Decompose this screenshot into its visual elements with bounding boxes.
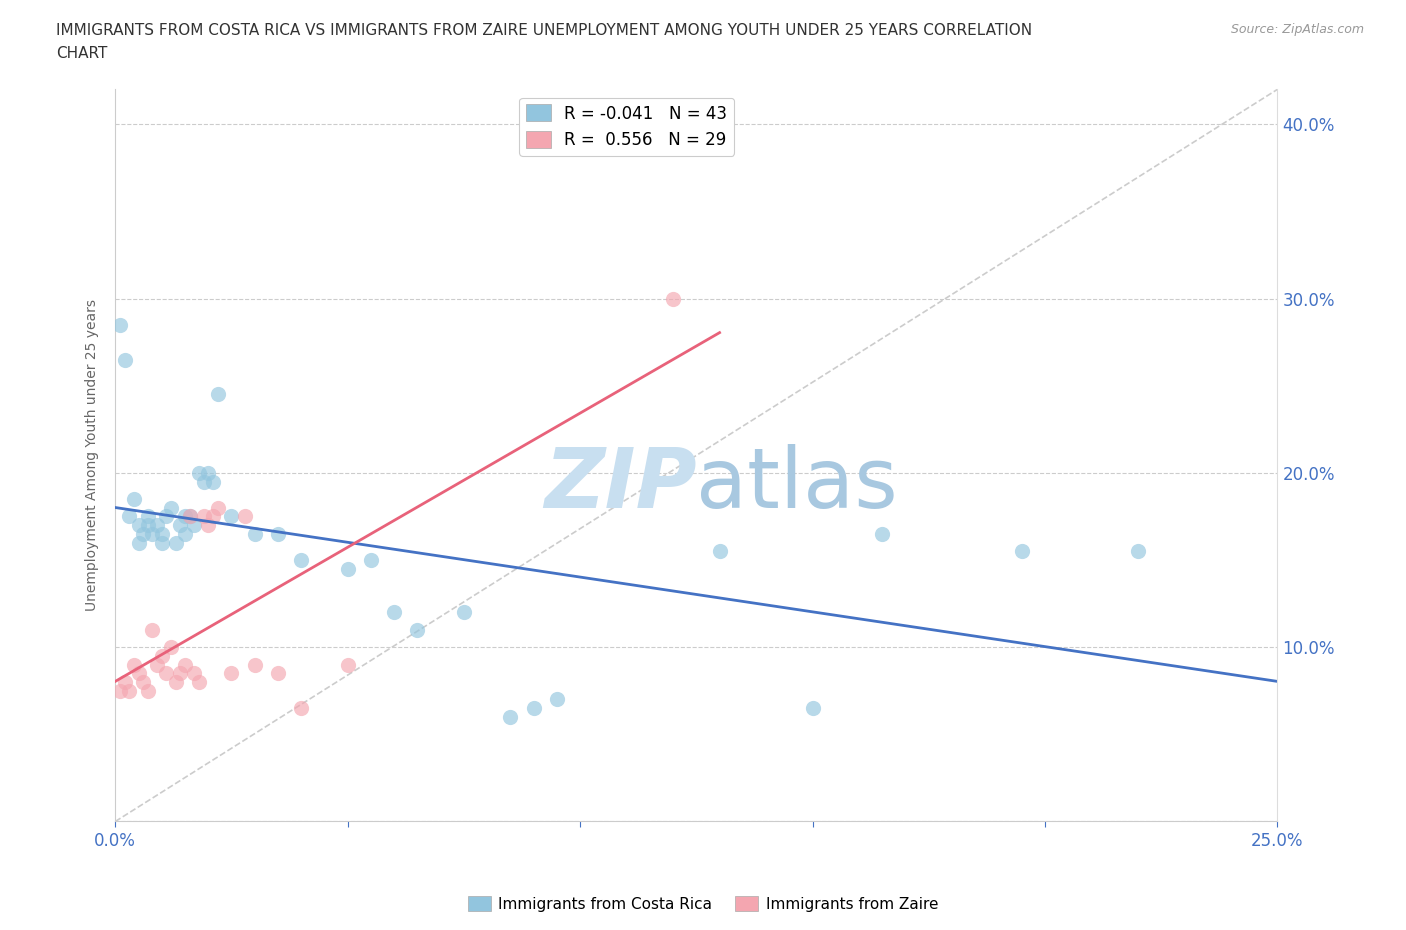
Point — [165, 535, 187, 550]
Text: IMMIGRANTS FROM COSTA RICA VS IMMIGRANTS FROM ZAIRE UNEMPLOYMENT AMONG YOUTH UND: IMMIGRANTS FROM COSTA RICA VS IMMIGRANTS… — [56, 23, 1032, 38]
Point — [1126, 544, 1149, 559]
Point — [136, 509, 159, 524]
Point — [221, 666, 243, 681]
Point — [118, 509, 141, 524]
Point — [187, 674, 209, 689]
Point — [193, 474, 215, 489]
Point — [709, 544, 731, 559]
Point — [801, 700, 824, 715]
Point — [160, 640, 183, 655]
Point — [122, 492, 145, 507]
Point — [155, 666, 177, 681]
Point — [146, 518, 169, 533]
Point — [179, 509, 201, 524]
Point — [169, 666, 191, 681]
Point — [1011, 544, 1033, 559]
Point — [136, 518, 159, 533]
Point — [150, 535, 173, 550]
Point — [183, 666, 205, 681]
Point — [243, 658, 266, 672]
Legend: Immigrants from Costa Rica, Immigrants from Zaire: Immigrants from Costa Rica, Immigrants f… — [461, 889, 945, 918]
Point — [546, 692, 568, 707]
Point — [336, 562, 359, 577]
Point — [146, 658, 169, 672]
Point — [108, 317, 131, 332]
Point — [136, 684, 159, 698]
Point — [132, 526, 155, 541]
Point — [499, 710, 522, 724]
Point — [207, 500, 229, 515]
Point — [453, 604, 475, 619]
Point — [872, 526, 894, 541]
Point — [174, 509, 197, 524]
Point — [128, 518, 150, 533]
Point — [193, 509, 215, 524]
Point — [169, 518, 191, 533]
Point — [187, 465, 209, 480]
Point — [243, 526, 266, 541]
Text: ZIP: ZIP — [544, 445, 696, 525]
Y-axis label: Unemployment Among Youth under 25 years: Unemployment Among Youth under 25 years — [86, 299, 100, 611]
Point — [382, 604, 405, 619]
Point — [179, 509, 201, 524]
Point — [122, 658, 145, 672]
Point — [201, 474, 224, 489]
Point — [662, 291, 685, 306]
Point — [108, 684, 131, 698]
Point — [174, 658, 197, 672]
Point — [360, 552, 382, 567]
Point — [267, 666, 290, 681]
Point — [150, 648, 173, 663]
Point — [114, 352, 136, 367]
Point — [183, 518, 205, 533]
Point — [197, 518, 219, 533]
Point — [165, 674, 187, 689]
Point — [174, 526, 197, 541]
Point — [523, 700, 546, 715]
Point — [118, 684, 141, 698]
Point — [235, 509, 257, 524]
Point — [114, 674, 136, 689]
Point — [155, 509, 177, 524]
Point — [128, 666, 150, 681]
Point — [128, 535, 150, 550]
Point — [150, 526, 173, 541]
Point — [336, 658, 359, 672]
Point — [406, 622, 429, 637]
Point — [207, 387, 229, 402]
Point — [132, 674, 155, 689]
Point — [197, 465, 219, 480]
Text: Source: ZipAtlas.com: Source: ZipAtlas.com — [1230, 23, 1364, 36]
Text: atlas: atlas — [696, 445, 898, 525]
Point — [141, 622, 163, 637]
Point — [141, 526, 163, 541]
Point — [201, 509, 224, 524]
Point — [221, 509, 243, 524]
Text: CHART: CHART — [56, 46, 108, 61]
Point — [160, 500, 183, 515]
Point — [267, 526, 290, 541]
Point — [290, 700, 312, 715]
Point — [290, 552, 312, 567]
Legend: R = -0.041   N = 43, R =  0.556   N = 29: R = -0.041 N = 43, R = 0.556 N = 29 — [519, 98, 734, 155]
